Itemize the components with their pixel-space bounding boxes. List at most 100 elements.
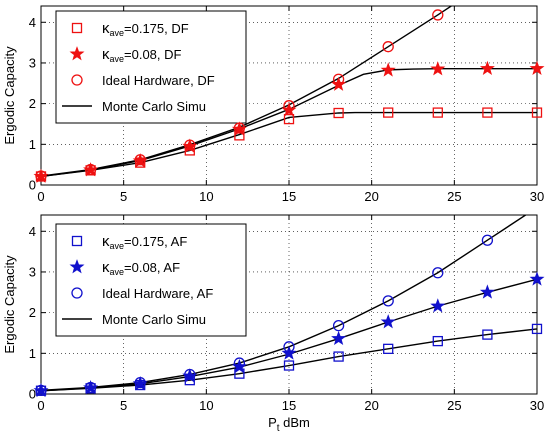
data-point-circle (382, 295, 394, 307)
data-point-circle (84, 163, 97, 176)
y-tick-label: 3 (29, 264, 36, 279)
data-point-star (479, 60, 495, 76)
x-axis-label: Pt dBm (268, 415, 310, 434)
data-point-circle (233, 122, 246, 134)
y-tick-label: 0 (29, 387, 36, 402)
data-point-circle (432, 9, 444, 21)
data-point-circle (35, 384, 47, 396)
data-point-square (432, 107, 443, 118)
data-point-square (383, 107, 394, 118)
monte-carlo-line (41, 111, 537, 178)
x-axis-label-main: P (268, 415, 277, 430)
data-point-circle (332, 320, 345, 332)
data-point-circle (233, 357, 246, 369)
legend-label: κave=0.08, AF (102, 259, 180, 277)
legend-label-text: =0.08, AF (124, 260, 180, 275)
legend-label-sub: ave (110, 241, 125, 251)
axis-ticks: 0 5 10 15 20 25 30 0 1 2 3 4 (29, 215, 544, 413)
x-tick-label: 5 (120, 398, 127, 413)
data-point-circle (134, 376, 146, 389)
data-point-circle (184, 139, 196, 151)
y-tick-label: 1 (29, 346, 36, 361)
monte-carlo-line (41, 6, 453, 177)
legend-label-text: =0.08, DF (124, 47, 182, 62)
data-point-star (529, 271, 545, 286)
legend-marker-square (71, 22, 83, 34)
data-point-square (432, 335, 443, 347)
data-point-star (430, 61, 446, 76)
data-point-square (482, 329, 493, 340)
data-markers (33, 234, 545, 398)
legend-label-text: =0.175, DF (124, 21, 189, 36)
legend-label: κave=0.175, AF (102, 233, 187, 251)
legend-label-kappa: κ (102, 46, 110, 63)
x-axis-label-sub: t (277, 423, 280, 434)
x-tick-label: 5 (120, 189, 127, 204)
legend-marker-star (69, 259, 85, 274)
data-point-circle (283, 341, 295, 353)
x-tick-label: 20 (364, 189, 378, 204)
axis-ticks: 0 5 10 15 20 25 30 0 1 2 3 4 (29, 6, 544, 204)
data-point-circle (84, 381, 97, 394)
legend-label: Ideal Hardware, DF (102, 73, 215, 88)
y-tick-label: 3 (29, 55, 36, 70)
y-tick-label: 1 (29, 137, 36, 152)
data-point-circle (184, 368, 196, 381)
y-tick-label: 4 (29, 15, 36, 30)
data-point-star (380, 62, 396, 77)
x-tick-label: 20 (364, 398, 378, 413)
legend-label-kappa: κ (102, 233, 110, 250)
y-tick-label: 4 (29, 224, 36, 239)
data-point-circle (332, 73, 345, 85)
x-tick-label: 15 (282, 189, 296, 204)
data-point-star (281, 345, 297, 360)
data-point-square (482, 107, 493, 118)
data-markers (33, 9, 545, 183)
legend-label-sub: ave (110, 28, 125, 38)
data-point-star (331, 330, 347, 346)
legend-label-kappa: κ (102, 259, 110, 276)
data-point-square (383, 343, 394, 354)
x-tick-label: 10 (199, 398, 213, 413)
monte-carlo-line (41, 328, 537, 392)
legend-label: Monte Carlo Simu (102, 99, 206, 114)
data-point-square (531, 323, 543, 335)
x-tick-label: 0 (37, 189, 44, 204)
data-point-circle (283, 100, 295, 112)
x-tick-label: 30 (530, 398, 544, 413)
data-point-star (479, 284, 495, 299)
data-point-star (529, 60, 545, 76)
legend-label-sub: ave (110, 267, 125, 277)
y-tick-label: 2 (29, 96, 36, 111)
data-point-star (380, 314, 396, 329)
legend-box (55, 10, 247, 124)
x-tick-label: 10 (199, 189, 213, 204)
data-point-circle (432, 267, 444, 279)
x-tick-label: 25 (447, 189, 461, 204)
data-point-circle (134, 154, 146, 166)
y-axis-label: Ergodic Capacity (2, 255, 17, 354)
legend-marker-circle (71, 74, 83, 86)
data-point-square (333, 107, 344, 119)
data-point-circle (382, 41, 394, 53)
data-point-star (430, 298, 446, 313)
legend-label: Monte Carlo Simu (102, 312, 206, 327)
data-point-square (283, 113, 295, 125)
data-point-square (283, 360, 295, 371)
legend-marker-circle (71, 287, 83, 299)
data-point-square (531, 107, 543, 118)
legend-label-sub: ave (110, 54, 125, 64)
x-tick-label: 30 (530, 189, 544, 204)
x-tick-label: 25 (447, 398, 461, 413)
x-tick-label: 0 (37, 398, 44, 413)
legend-label: Ideal Hardware, AF (102, 286, 213, 301)
data-point-circle (481, 234, 494, 246)
y-axis-label: Ergodic Capacity (2, 46, 17, 145)
data-point-square (333, 351, 344, 362)
legend-label: κave=0.08, DF (102, 46, 182, 64)
